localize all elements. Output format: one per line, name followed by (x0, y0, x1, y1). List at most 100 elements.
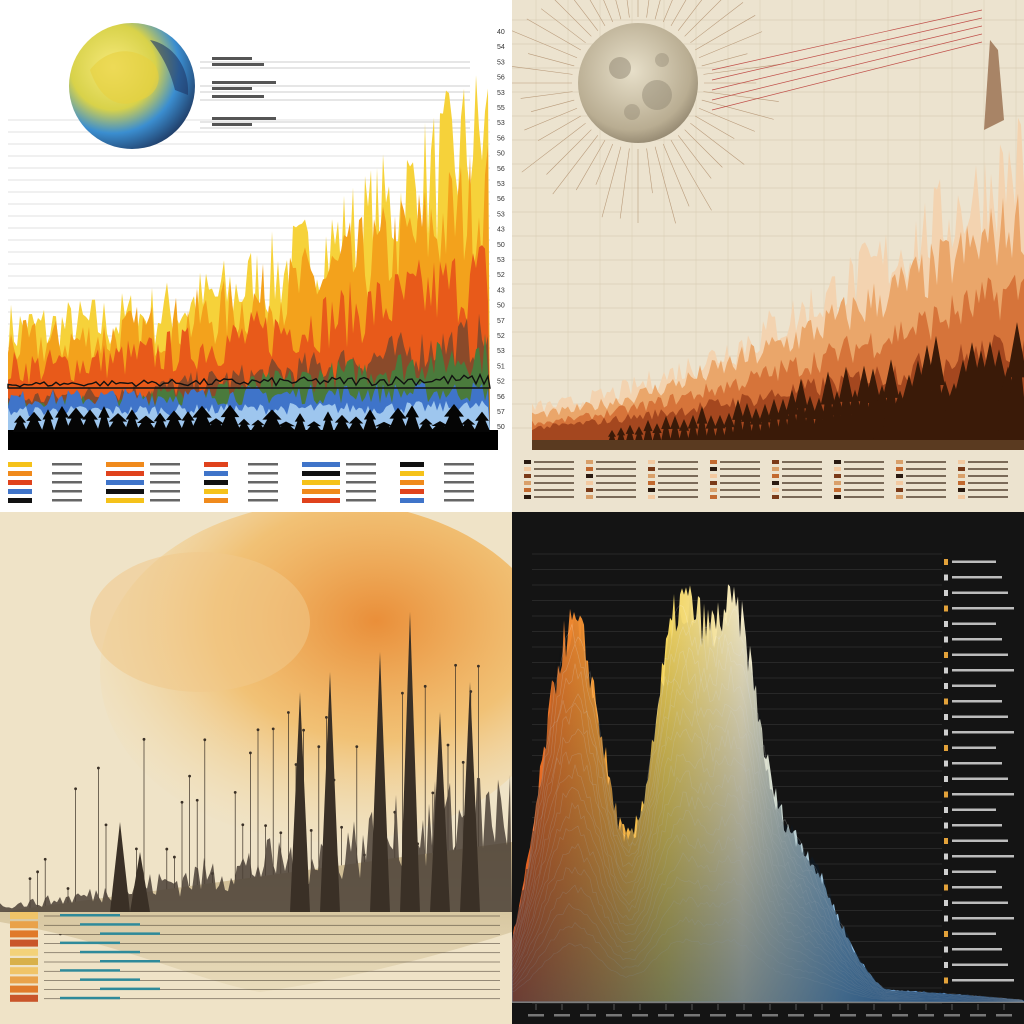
legend-swatch (958, 467, 965, 471)
legend-swatch (8, 462, 32, 467)
legend-label-bar (720, 496, 760, 498)
marker-dot (279, 831, 283, 835)
marker-dot (233, 790, 237, 794)
axis-tick-label: 53 (497, 348, 505, 355)
legend-swatch (958, 481, 965, 485)
label-text-bar (952, 638, 1002, 641)
legend-label-bar (968, 461, 1008, 463)
axis-tick-label-bar (840, 1014, 856, 1017)
axis-tick-label: 54 (497, 44, 505, 51)
label-text-bar (952, 591, 1008, 594)
legend-swatch (648, 495, 655, 499)
legend-label-bar (150, 472, 180, 475)
axis-tick-label-bar (554, 1014, 570, 1017)
label-marker (944, 946, 948, 953)
label-text-bar (952, 653, 1008, 656)
tree-icon (321, 411, 335, 432)
label-marker (944, 652, 948, 658)
legend-swatch (586, 474, 593, 478)
legend-label-bar (782, 482, 822, 484)
axis-tick-label: 56 (497, 135, 505, 142)
label-text-bar (952, 731, 1014, 734)
label-marker (944, 962, 948, 968)
marker-dot (431, 791, 435, 795)
legend-label-bar (534, 475, 574, 477)
legend-swatch (10, 958, 38, 965)
red-guide-line (711, 41, 983, 111)
label-marker (944, 838, 948, 844)
ray-line (512, 30, 578, 59)
legend-label-bar (782, 475, 822, 477)
legend-swatch (896, 488, 903, 492)
legend-label-bar (534, 496, 574, 498)
marker-dot (423, 684, 427, 688)
ray-line (526, 18, 581, 51)
spire-formations (0, 612, 512, 912)
marker-dot (401, 691, 404, 695)
label-text-bar (952, 715, 1008, 718)
axis-tick-label: 43 (497, 227, 505, 234)
label-text-bar (952, 932, 996, 935)
ray-line (524, 107, 578, 131)
ray-line (684, 129, 723, 168)
legend-label-bar (720, 461, 760, 463)
legend-label-bar (596, 496, 636, 498)
ray-line (626, 0, 630, 18)
marker-dot (43, 857, 47, 861)
legend-swatch (302, 471, 340, 476)
axis-tick-label-bar (892, 1014, 908, 1017)
red-guide-line (711, 33, 983, 101)
red-guide-line (711, 17, 983, 81)
ray-line (615, 0, 622, 20)
ray-line (701, 53, 748, 67)
legend-swatch (896, 495, 903, 499)
legend-label-bar (596, 482, 636, 484)
legend-label-bar (720, 475, 760, 477)
spire-shape (984, 40, 1004, 130)
ray-line (677, 0, 703, 31)
label-marker (944, 869, 948, 875)
legend-label-bar (60, 969, 120, 972)
tree-icon (403, 405, 421, 432)
ray-line (646, 148, 653, 194)
legend-label-bar (658, 489, 698, 491)
legend-swatch (586, 488, 593, 492)
tree-icon (180, 411, 196, 432)
legend-label-bar (782, 468, 822, 470)
marker-dot (165, 847, 169, 851)
legend-swatch (400, 489, 424, 494)
marker-dot (135, 847, 138, 851)
panel-moon-forest (512, 0, 1024, 512)
legend-swatch (10, 930, 38, 938)
legend-swatch (586, 481, 593, 485)
legend-label-bar (150, 490, 180, 493)
legend-label-bar (346, 463, 376, 466)
legend-swatch-rows (8, 462, 474, 503)
legend-label-bar (534, 461, 574, 463)
legend-swatch (772, 460, 779, 464)
layered-flame-area (7, 75, 491, 431)
legend-label-bar (658, 475, 698, 477)
tree-icon (651, 423, 663, 445)
panel-mountain-ridges (512, 512, 1024, 1024)
tree-icon (417, 418, 435, 432)
axis-tick-label-bar (710, 1014, 726, 1017)
axis-tick-label: 53 (497, 59, 505, 66)
legend-swatch (896, 460, 903, 464)
header-annotation-lines (200, 57, 470, 129)
label-text-bar (952, 917, 1014, 920)
marker-dot (271, 727, 275, 731)
axis-tick-label-bar (970, 1014, 986, 1017)
marker-dot (74, 787, 77, 791)
legend-swatch (8, 489, 32, 494)
marker-dot (355, 745, 359, 749)
label-marker (944, 760, 948, 767)
label-text-bar (952, 948, 1002, 951)
ray-line (527, 53, 575, 67)
legend-label-bar (248, 490, 278, 493)
axis-tick-label: 53 (497, 211, 505, 218)
axis-tick-label: 56 (497, 166, 505, 173)
legend-swatch (958, 474, 965, 478)
legend-label-bar (346, 481, 376, 484)
legend-swatch (586, 495, 593, 499)
